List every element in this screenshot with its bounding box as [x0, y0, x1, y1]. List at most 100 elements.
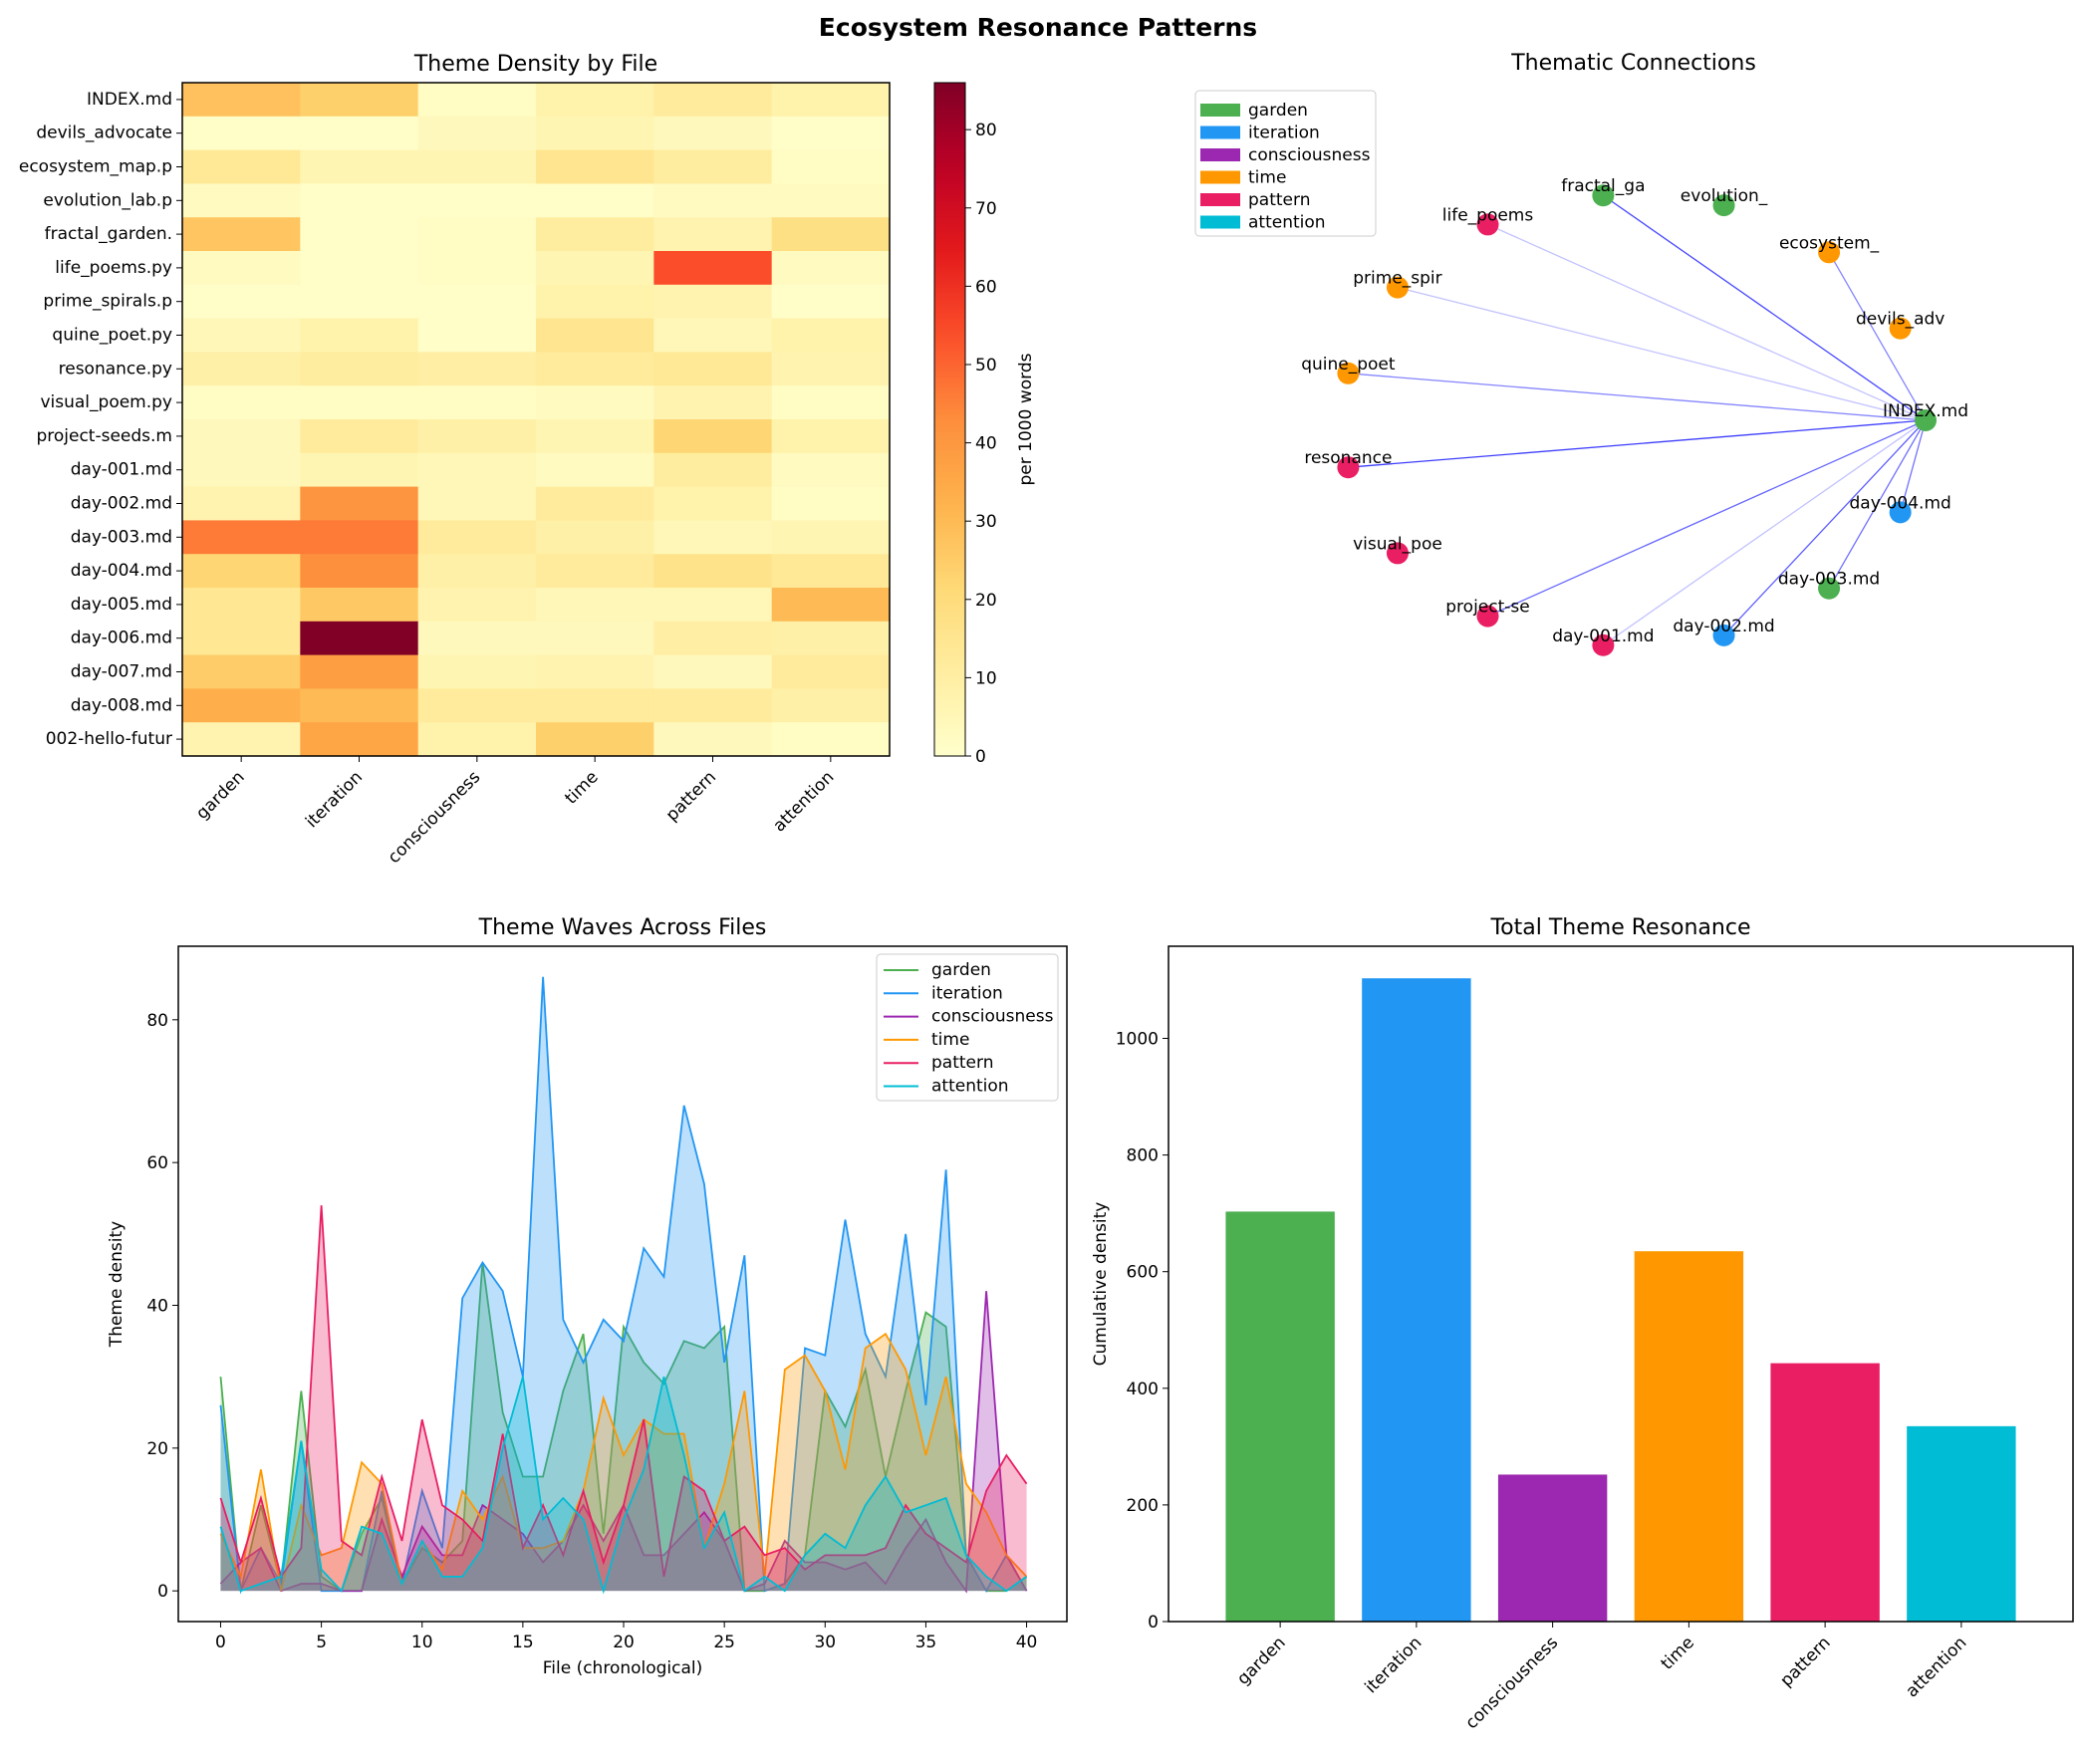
heatmap-cell [771, 554, 891, 589]
node[interactable] [1818, 241, 1841, 264]
heatmap-cell [536, 486, 654, 521]
node[interactable] [1889, 501, 1912, 524]
edge [1900, 419, 1927, 513]
y-tick-label: 80 [146, 1011, 168, 1031]
node[interactable] [1476, 605, 1499, 628]
heatmap-cell [771, 688, 891, 723]
heatmap-cell [536, 284, 654, 320]
heatmap-cell [417, 149, 537, 184]
column-label: iteration [302, 767, 367, 832]
heatmap-cell [771, 318, 891, 353]
area-fill-consciousness [220, 1291, 1027, 1592]
x-tick-label: 40 [1016, 1633, 1038, 1652]
heatmap-cell [300, 621, 419, 656]
colorbar-tick-label: 70 [975, 199, 997, 219]
heatmap-cell [182, 149, 301, 184]
heatmap-cell [653, 688, 773, 723]
x-tick-label: consciousness [1461, 1633, 1562, 1733]
row-label: day-005.md [71, 595, 172, 615]
legend-label: pattern [931, 1053, 993, 1073]
y-tick-label: 400 [1127, 1380, 1159, 1399]
colorbar-tick-label: 60 [975, 277, 997, 297]
node-label: day-001.md [1552, 627, 1654, 646]
bar-chart-title: Total Theme Resonance [1489, 915, 1750, 940]
heatmap-cell [300, 452, 419, 488]
heatmap-cell [771, 251, 891, 286]
bar-pattern [1770, 1363, 1880, 1622]
bar-time [1634, 1251, 1744, 1622]
legend-swatch [1200, 126, 1240, 139]
row-label: ecosystem_map.p [19, 157, 172, 177]
heatmap-cell [300, 183, 419, 218]
heatmap-cell [182, 554, 301, 589]
heatmap-cell [182, 654, 301, 689]
colorbar-label: per 1000 words [1016, 353, 1036, 485]
x-tick-label: garden [1233, 1633, 1290, 1689]
node[interactable] [1712, 194, 1735, 217]
heatmap-cell [300, 149, 419, 184]
node[interactable] [1337, 362, 1360, 384]
x-tick-label: 15 [512, 1633, 534, 1652]
edge [1723, 419, 1927, 636]
heatmap-cell [536, 722, 654, 757]
colorbar-tick-label: 30 [975, 512, 997, 532]
row-label: day-008.md [71, 695, 172, 715]
heatmap-cell [653, 452, 773, 488]
heatmap-cell [182, 318, 301, 353]
heatmap-cell [417, 419, 537, 454]
node[interactable] [1386, 542, 1409, 565]
area-fill-time [220, 1334, 1027, 1592]
heatmap-cell [653, 284, 773, 320]
x-tick-label: 20 [613, 1633, 635, 1652]
node[interactable] [1818, 577, 1841, 600]
node[interactable] [1337, 456, 1360, 479]
heatmap-cell [536, 116, 654, 151]
row-label: day-003.md [71, 527, 172, 547]
node[interactable] [1889, 317, 1912, 340]
heatmap-cell [536, 318, 654, 353]
network-title: Thematic Connections [1510, 51, 1756, 76]
node[interactable] [1386, 276, 1409, 299]
row-label: day-002.md [71, 494, 172, 514]
node-label: evolution_ [1681, 186, 1768, 206]
legend-label: pattern [1248, 190, 1310, 210]
node-label: visual_poe [1353, 534, 1442, 554]
heatmap-cell [300, 722, 419, 757]
area-legend [876, 953, 1059, 1102]
heatmap-cell [300, 654, 419, 689]
heatmap-cell [300, 520, 419, 555]
heatmap-cell [536, 251, 654, 286]
heatmap-cell [536, 452, 654, 488]
series-line-garden [219, 1262, 1028, 1593]
node[interactable] [1915, 409, 1937, 431]
row-label: project-seeds.m [36, 426, 172, 446]
bar-iteration [1362, 978, 1471, 1622]
node[interactable] [1476, 213, 1499, 236]
heatmap-cell [653, 149, 773, 184]
edge [1348, 419, 1927, 468]
row-label: resonance.py [59, 359, 172, 378]
colorbar [933, 82, 966, 757]
heatmap-cell [536, 352, 654, 386]
heatmap-cell [771, 217, 891, 252]
row-label: visual_poem.py [40, 392, 172, 412]
heatmap-cell [771, 520, 891, 555]
heatmap-cell [417, 284, 537, 320]
row-label: day-001.md [71, 460, 172, 480]
heatmap-cell [653, 588, 773, 623]
heatmap-cell [182, 419, 301, 454]
legend-label: time [1248, 168, 1286, 188]
node[interactable] [1592, 184, 1615, 207]
node[interactable] [1592, 633, 1615, 656]
heatmap-cell [182, 385, 301, 420]
edge [1828, 419, 1927, 590]
heatmap-cell [653, 520, 773, 555]
heatmap-cell [653, 554, 773, 589]
x-axis-label: File (chronological) [543, 1658, 703, 1678]
row-label: 002-hello-futur [46, 729, 172, 749]
row-label: quine_poet.py [52, 326, 172, 346]
y-tick-label: 1000 [1116, 1030, 1159, 1050]
edge [1348, 373, 1927, 421]
heatmap-cell [653, 654, 773, 689]
node[interactable] [1712, 624, 1735, 646]
